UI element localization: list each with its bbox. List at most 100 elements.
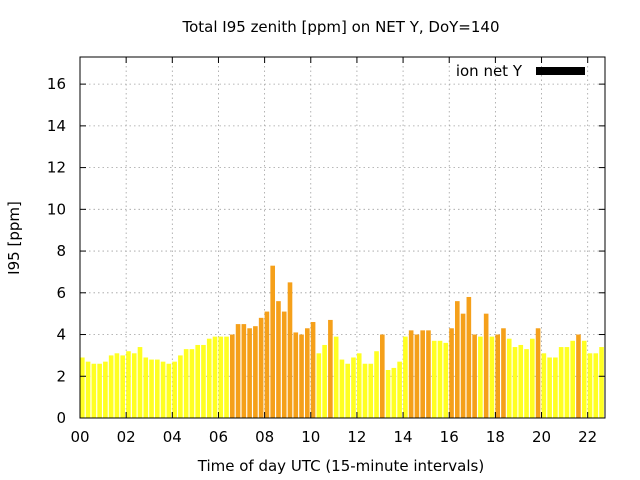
bar [206, 338, 212, 418]
x-tick-label: 02 [117, 428, 136, 446]
bar [564, 347, 570, 418]
bar [587, 353, 593, 418]
bar [530, 338, 535, 418]
x-tick-label: 14 [394, 428, 413, 446]
bar [85, 361, 91, 418]
bar [541, 353, 547, 418]
bar [293, 332, 299, 418]
y-axis-label: I95 [ppm] [5, 201, 23, 275]
bar [80, 357, 85, 418]
y-tick-label: 2 [56, 367, 66, 385]
x-tick-label: 12 [347, 428, 366, 446]
y-tick-label: 4 [56, 326, 66, 344]
bar [230, 334, 235, 418]
bar [160, 361, 166, 418]
bar [558, 347, 564, 418]
y-tick-label: 0 [56, 409, 66, 427]
bar [524, 349, 529, 418]
bar [581, 340, 587, 418]
bar [570, 340, 575, 418]
bar [466, 296, 472, 418]
bar [576, 334, 581, 418]
x-tick-label: 04 [163, 428, 182, 446]
chart-title: Total I95 zenith [ppm] on NET Y, DoY=140 [181, 18, 499, 36]
bar [368, 363, 374, 418]
bar [201, 344, 206, 418]
bar [339, 359, 345, 418]
bar [460, 313, 466, 418]
y-tick-label: 6 [56, 284, 66, 302]
bar [276, 301, 281, 418]
bar [593, 353, 599, 418]
bar [455, 301, 460, 418]
bar [264, 311, 270, 418]
bar [212, 336, 218, 418]
bar [356, 353, 362, 418]
x-tick-label: 22 [578, 428, 597, 446]
bar [408, 330, 414, 418]
bar [172, 361, 177, 418]
bar [316, 353, 322, 418]
bar [241, 324, 247, 418]
bar [553, 357, 558, 418]
bar [126, 351, 131, 418]
bar [322, 344, 327, 418]
bar [131, 353, 137, 418]
bar [310, 322, 316, 418]
bar [149, 359, 154, 418]
bar [397, 361, 402, 418]
bar [143, 357, 149, 418]
bar [426, 330, 431, 418]
y-tick-label: 8 [56, 242, 66, 260]
y-tick-label: 10 [47, 200, 66, 218]
bar [328, 319, 333, 418]
bar [351, 357, 356, 418]
bar [178, 355, 183, 418]
bar [547, 357, 552, 418]
bar [380, 334, 385, 418]
bar [270, 265, 275, 418]
bar [183, 349, 189, 418]
x-tick-label: 18 [486, 428, 505, 446]
bar [362, 363, 368, 418]
bar [391, 367, 397, 418]
bar [247, 328, 252, 418]
x-axis-label: Time of day UTC (15-minute intervals) [197, 457, 484, 475]
bar [305, 328, 310, 418]
bar [253, 326, 258, 418]
bar [495, 334, 500, 418]
bar [535, 328, 541, 418]
y-tick-label: 14 [47, 117, 66, 135]
bar [120, 355, 125, 418]
bar [189, 349, 195, 418]
bar [374, 351, 379, 418]
bar [501, 328, 506, 418]
bar [287, 282, 293, 418]
bar [258, 317, 264, 418]
x-tick-label: 06 [209, 428, 228, 446]
x-tick-label: 08 [255, 428, 274, 446]
bar [403, 336, 408, 418]
bar [443, 342, 449, 418]
bar [489, 336, 495, 418]
bar [91, 363, 97, 418]
plot-frame [79, 56, 606, 419]
bar [599, 347, 604, 418]
bar [114, 353, 120, 418]
bar [137, 347, 143, 418]
x-tick-label: 16 [440, 428, 459, 446]
grid-layer [80, 57, 605, 418]
bar [414, 334, 420, 418]
bar [299, 334, 304, 418]
x-tick-label: 00 [70, 428, 89, 446]
bar [478, 336, 483, 418]
bar [431, 340, 437, 418]
bar [385, 370, 391, 418]
bar [345, 363, 350, 418]
legend-swatch [536, 67, 585, 75]
bar [333, 336, 339, 418]
bar [108, 355, 114, 418]
bar [518, 344, 524, 418]
